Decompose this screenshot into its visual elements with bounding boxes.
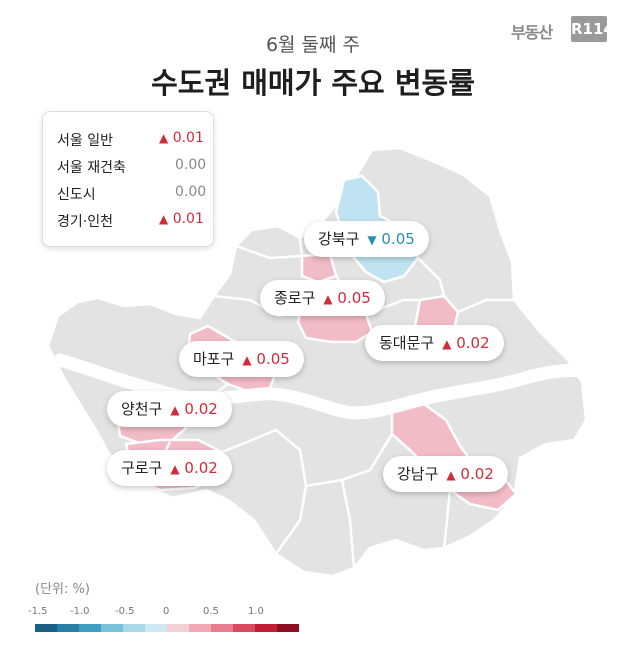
district-value: 0.02 — [456, 334, 490, 352]
scale-tick-label: -0.5 — [115, 606, 135, 617]
district-name: 종로구 — [274, 289, 316, 307]
summary-row: 서울 일반 ▲ 0.01 — [57, 130, 207, 150]
district-name: 구로구 — [121, 459, 163, 477]
color-scale-swatch — [123, 624, 145, 632]
district-value: 0.05 — [337, 289, 371, 307]
district-value: 0.02 — [460, 465, 494, 483]
callout-yangcheon: 양천구 ▲ 0.02 — [107, 391, 232, 427]
summary-row: 경기·인천 ▲ 0.01 — [57, 211, 207, 231]
summary-value: ▲ 0.01 — [159, 130, 204, 146]
color-scale-swatch — [277, 624, 299, 632]
subtitle: 6월 둘째 주 — [265, 34, 361, 56]
arrow-up-icon: ▲ — [242, 353, 252, 367]
color-scale-swatch — [35, 624, 57, 632]
district-name: 마포구 — [193, 350, 235, 368]
map-region-seodaemun — [300, 252, 338, 284]
scale-tick-label: -1.5 — [28, 606, 48, 617]
callout-mapo: 마포구 ▲ 0.05 — [179, 341, 304, 377]
callout-gangnam: 강남구 ▲ 0.02 — [383, 456, 508, 492]
color-scale-swatch — [101, 624, 123, 632]
scale-tick-label: 0 — [163, 606, 170, 617]
color-scale-bar — [35, 624, 299, 632]
color-scale-swatch — [189, 624, 211, 632]
summary-name: 신도시 — [57, 187, 96, 203]
arrow-up-icon: ▲ — [442, 337, 452, 351]
summary-value: ▲ 0.01 — [159, 211, 204, 227]
logo-text: 부동산 — [511, 23, 553, 42]
callout-jongno: 종로구 ▲ 0.05 — [260, 280, 385, 316]
color-scale-swatch — [233, 624, 255, 632]
callout-gangbuk: 강북구 ▼ 0.05 — [304, 221, 429, 257]
callout-guro: 구로구 ▲ 0.02 — [107, 450, 232, 486]
district-value: 0.05 — [256, 350, 290, 368]
arrow-down-icon: ▼ — [367, 233, 377, 247]
district-value: 0.02 — [184, 459, 218, 477]
district-value: 0.02 — [184, 400, 218, 418]
district-name: 동대문구 — [379, 334, 435, 352]
summary-value: 0.00 — [175, 157, 207, 173]
district-name: 강남구 — [397, 465, 439, 483]
unit-label: (단위: %) — [35, 582, 90, 597]
scale-tick-label: 1.0 — [248, 606, 264, 617]
district-value: 0.05 — [381, 230, 415, 248]
arrow-up-icon: ▲ — [323, 292, 333, 306]
callout-dongdaemun: 동대문구 ▲ 0.02 — [365, 325, 504, 361]
scale-tick-label: -1.0 — [70, 606, 90, 617]
summary-name: 서울 일반 — [57, 133, 113, 149]
arrow-up-icon: ▲ — [159, 131, 169, 145]
logo: 부동산 R114 — [511, 16, 614, 42]
summary-row: 서울 재건축 0.00 — [57, 157, 207, 177]
scale-tick-label: 0.5 — [203, 606, 219, 617]
district-name: 양천구 — [121, 400, 163, 418]
page-title: 수도권 매매가 주요 변동률 — [151, 66, 475, 100]
arrow-up-icon: ▲ — [446, 468, 456, 482]
color-scale-swatch — [167, 624, 189, 632]
summary-row: 신도시 0.00 — [57, 184, 207, 204]
color-scale-swatch — [145, 624, 167, 632]
color-scale-swatch — [79, 624, 101, 632]
summary-value: 0.00 — [175, 184, 207, 200]
arrow-up-icon: ▲ — [159, 212, 169, 226]
logo-box: R114 — [571, 16, 614, 42]
district-name: 강북구 — [318, 230, 360, 248]
summary-name: 서울 재건축 — [57, 160, 126, 176]
summary-name: 경기·인천 — [57, 214, 113, 230]
arrow-up-icon: ▲ — [170, 462, 180, 476]
summary-panel: 서울 일반 ▲ 0.01 서울 재건축 0.00 신도시 0.00 경기·인천 … — [42, 111, 214, 247]
color-scale-swatch — [57, 624, 79, 632]
arrow-up-icon: ▲ — [170, 403, 180, 417]
color-scale-swatch — [255, 624, 277, 632]
color-scale-swatch — [211, 624, 233, 632]
